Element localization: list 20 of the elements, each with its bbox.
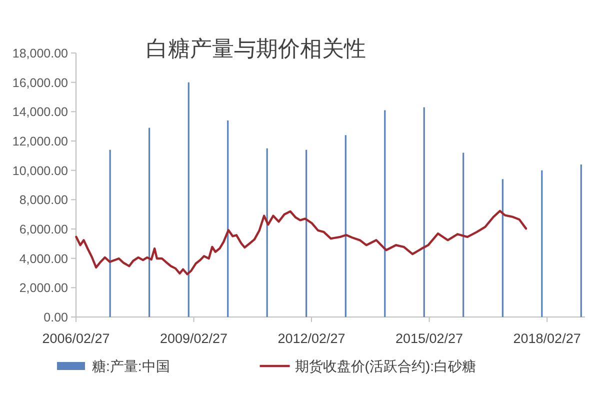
y-tick-label: 18,000.00 [12, 46, 68, 60]
x-tick-label: 2009/02/27 [160, 331, 228, 346]
y-tick-label: 10,000.00 [12, 164, 68, 178]
x-tick-label: 2018/02/27 [513, 331, 581, 346]
y-tick-label: 8,000.00 [19, 193, 68, 208]
legend-label: 糖:产量:中国 [92, 358, 170, 374]
chart-title: 白糖产量与期价相关性 [146, 36, 366, 61]
y-tick-label: 12,000.00 [12, 134, 68, 148]
legend-label: 期货收盘价(活跃合约):白砂糖 [294, 358, 476, 374]
y-tick-label: 16,000.00 [12, 76, 68, 90]
y-tick-label: 6,000.00 [19, 222, 68, 236]
y-tick-label: 14,000.00 [12, 105, 68, 120]
y-tick-label: 0.00 [44, 310, 68, 324]
x-tick-label: 2012/02/27 [278, 331, 346, 346]
y-tick-label: 4,000.00 [19, 252, 68, 266]
legend-item: 糖:产量:中国 [57, 358, 170, 374]
y-tick-label: 2,000.00 [19, 281, 68, 296]
x-tick-label: 2006/02/27 [42, 331, 110, 346]
legend-item: 期货收盘价(活跃合约):白砂糖 [260, 358, 476, 374]
x-tick-label: 2015/02/27 [395, 331, 464, 346]
